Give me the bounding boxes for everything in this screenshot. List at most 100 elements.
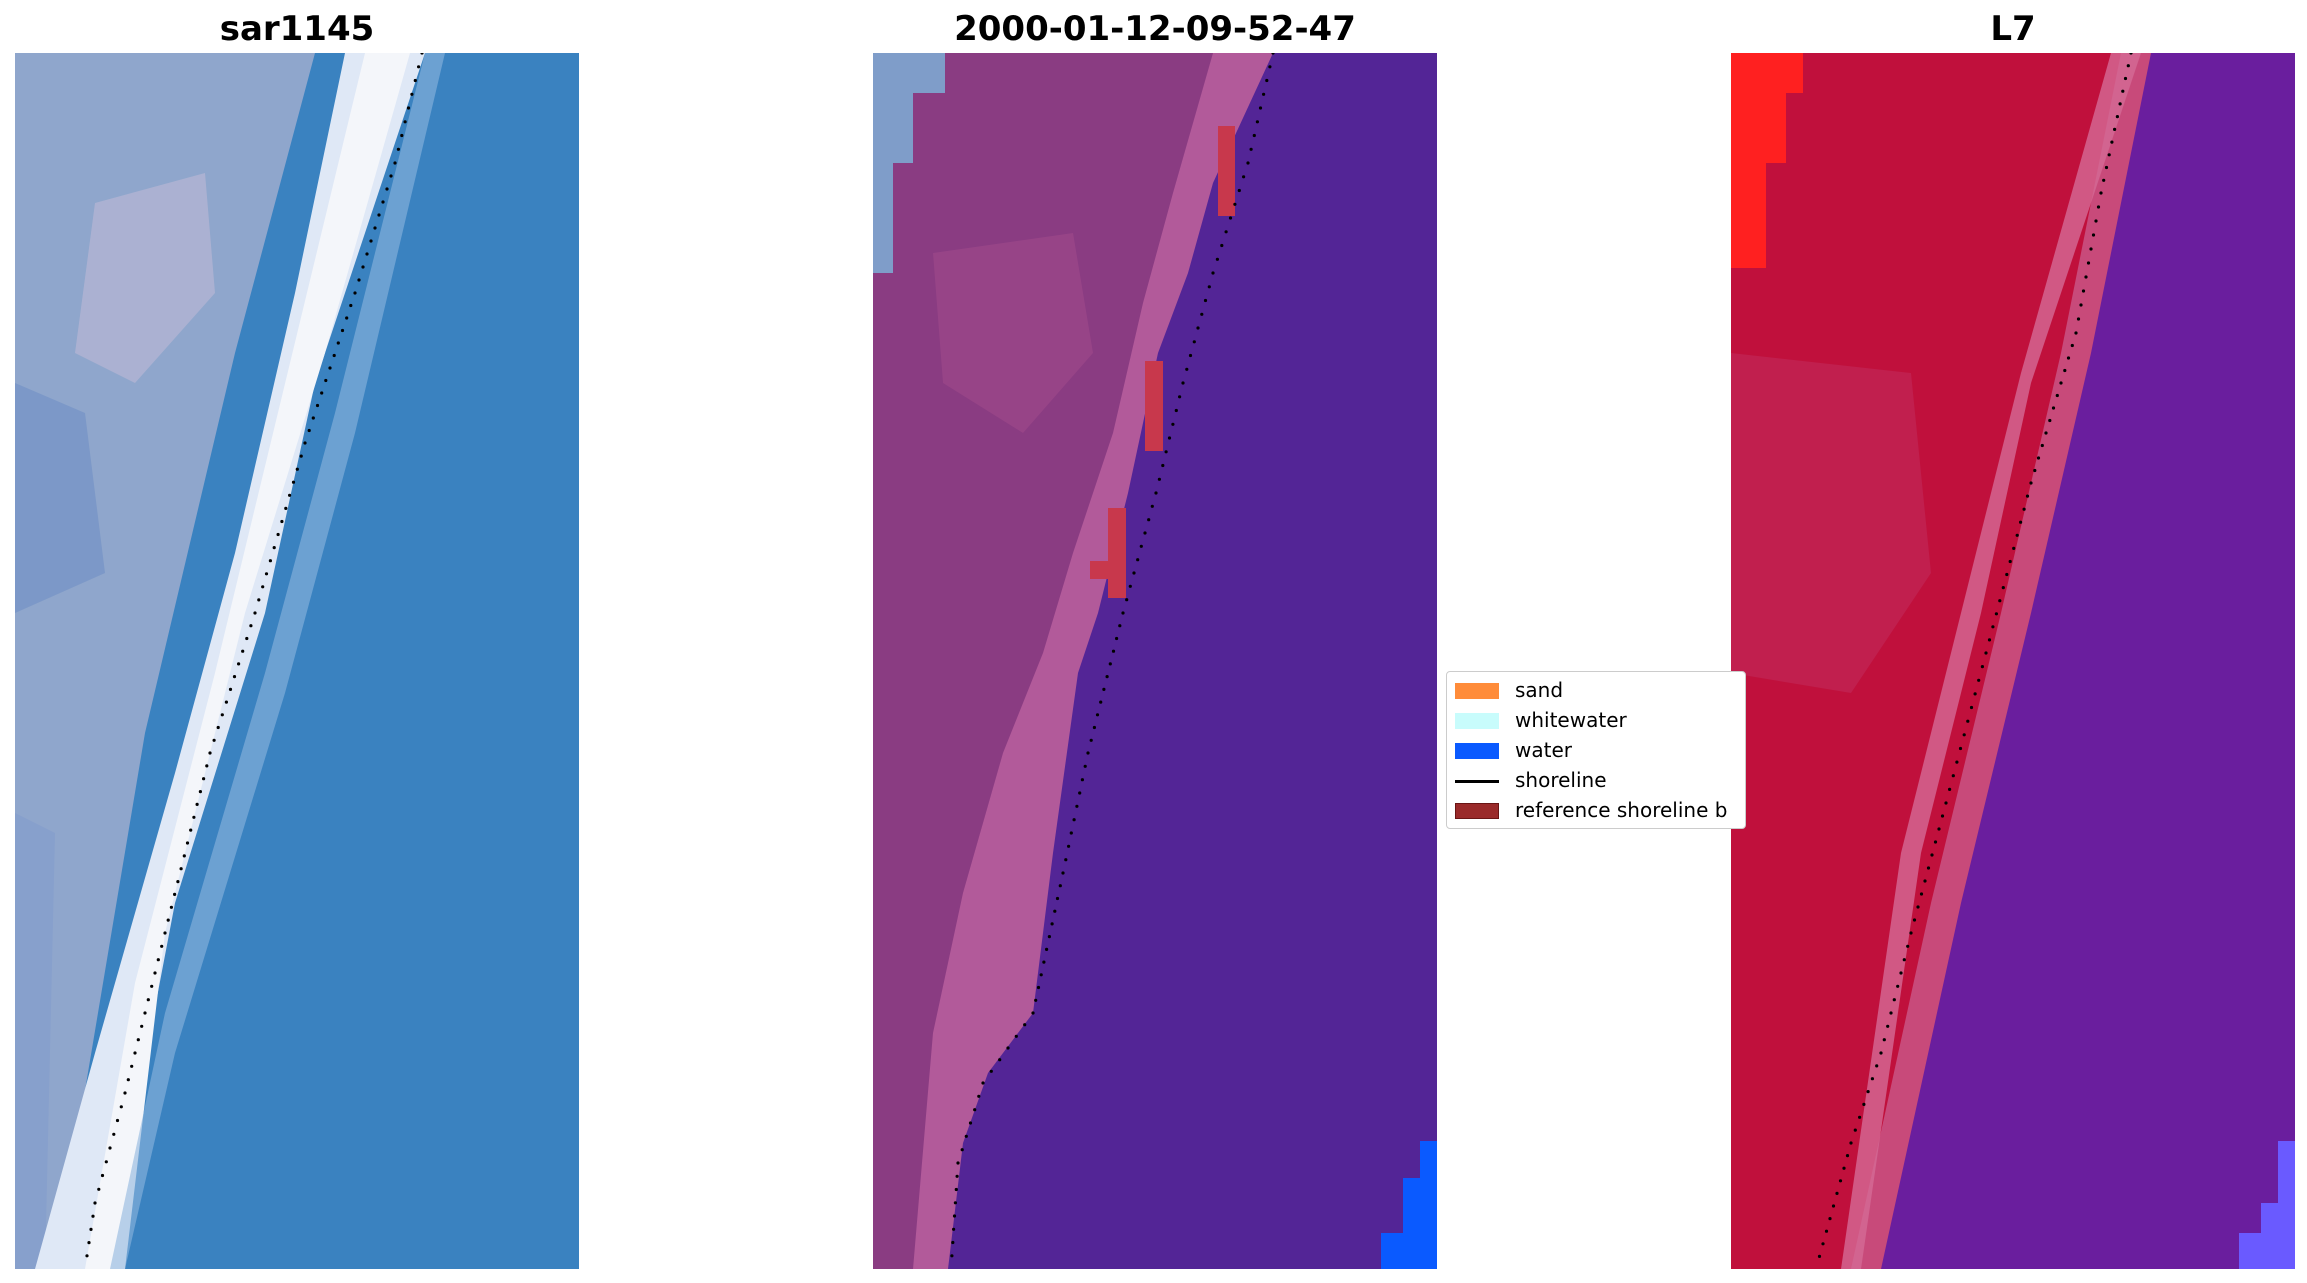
shoreline-dot bbox=[228, 687, 233, 692]
shoreline-dot bbox=[960, 1148, 964, 1152]
shoreline-dot bbox=[340, 328, 345, 333]
panel-classified-image bbox=[873, 53, 1437, 1269]
shoreline-dot bbox=[1835, 1191, 1839, 1195]
shoreline-dot bbox=[224, 700, 228, 704]
shoreline-dot bbox=[1111, 649, 1116, 653]
shoreline-dot bbox=[1164, 450, 1168, 454]
shoreline-dot bbox=[2099, 191, 2103, 195]
shoreline-dot bbox=[1089, 738, 1093, 742]
shoreline-dot bbox=[1211, 271, 1215, 275]
shoreline-dot bbox=[361, 265, 365, 269]
shoreline-dot bbox=[1023, 1023, 1027, 1027]
shoreline-dot bbox=[288, 493, 292, 497]
shoreline-dot bbox=[257, 598, 261, 602]
shoreline-dot bbox=[1842, 1166, 1846, 1170]
shoreline-dot bbox=[123, 1091, 127, 1095]
shoreline-dot bbox=[1181, 381, 1185, 385]
shoreline-dot bbox=[1862, 1102, 1866, 1106]
shoreline-dot bbox=[357, 278, 361, 282]
shoreline-dot bbox=[146, 998, 150, 1002]
shoreline-dot bbox=[1136, 558, 1140, 562]
shoreline-dot bbox=[2059, 381, 2063, 385]
shoreline-dot bbox=[1265, 78, 1269, 83]
shoreline-dot bbox=[977, 1094, 981, 1098]
shoreline-dot bbox=[1933, 840, 1938, 844]
shoreline-dot bbox=[1075, 804, 1079, 808]
shoreline-dot bbox=[1102, 687, 1106, 692]
shoreline-dot bbox=[1845, 1154, 1850, 1158]
shoreline-dot bbox=[381, 200, 385, 204]
shoreline-dot bbox=[115, 1118, 120, 1123]
shoreline-dot bbox=[2104, 165, 2109, 170]
shoreline-dot bbox=[1078, 791, 1082, 795]
shoreline-dot bbox=[385, 187, 389, 191]
shoreline-dot bbox=[216, 725, 220, 730]
shoreline-dot bbox=[1039, 973, 1043, 977]
shoreline-dot bbox=[112, 1132, 116, 1136]
shoreline-dot bbox=[220, 713, 224, 717]
shoreline-dot bbox=[192, 815, 196, 819]
shoreline-dot bbox=[2081, 289, 2086, 293]
shoreline-dot bbox=[1977, 678, 1981, 682]
shoreline-dot bbox=[2118, 102, 2122, 106]
shoreline-dot bbox=[328, 366, 332, 370]
shoreline-dot bbox=[205, 764, 209, 768]
shoreline-dot bbox=[2001, 586, 2005, 590]
shoreline-dot bbox=[208, 751, 212, 755]
shoreline-dot bbox=[981, 1081, 985, 1085]
shoreline-dot bbox=[272, 546, 276, 550]
shoreline-dot bbox=[160, 944, 164, 948]
shoreline-dot bbox=[311, 416, 315, 420]
shoreline-dot bbox=[1128, 584, 1132, 588]
shoreline-dot bbox=[2102, 178, 2106, 182]
shoreline-dot bbox=[1882, 1038, 1886, 1042]
shoreline-dot bbox=[320, 391, 324, 395]
shoreline-dot bbox=[1061, 871, 1065, 875]
legend-item-water: water bbox=[1447, 735, 1745, 763]
shoreline-dot bbox=[2115, 115, 2119, 119]
shoreline-dot bbox=[2084, 275, 2088, 279]
shoreline-dot bbox=[1188, 353, 1193, 358]
shoreline-dot bbox=[1817, 1254, 1822, 1258]
shoreline-dot bbox=[202, 777, 206, 781]
shoreline-dot bbox=[1944, 801, 1948, 805]
shoreline-dot bbox=[2055, 393, 2059, 398]
shoreline-dot bbox=[1143, 531, 1147, 535]
shoreline-dot bbox=[1828, 1217, 1832, 1221]
shoreline-dot bbox=[1220, 243, 1224, 248]
legend-swatch-whitewater bbox=[1455, 713, 1499, 729]
shoreline-dot bbox=[406, 106, 411, 110]
shoreline-dot bbox=[1115, 636, 1119, 641]
panel-title-classified: 2000-01-12-09-52-47 bbox=[954, 9, 1356, 49]
panel-index-image bbox=[1731, 53, 2295, 1269]
shoreline-dot bbox=[156, 958, 160, 962]
shoreline-dot bbox=[1069, 831, 1073, 835]
shoreline-dot bbox=[136, 1038, 140, 1042]
shoreline-dot bbox=[1058, 884, 1062, 888]
shoreline-dot bbox=[1824, 1229, 1829, 1233]
shoreline-dot bbox=[173, 892, 177, 897]
shoreline-dot bbox=[1958, 746, 1963, 751]
shoreline-dot bbox=[245, 636, 249, 641]
shoreline-dot bbox=[417, 65, 421, 69]
classified-shoreline bbox=[950, 53, 1275, 1258]
shoreline-dot bbox=[1080, 778, 1084, 782]
shoreline-dot bbox=[2036, 456, 2041, 460]
shoreline-dot bbox=[373, 226, 377, 230]
shoreline-dot bbox=[2033, 468, 2037, 473]
shoreline-dot bbox=[87, 1241, 91, 1245]
shoreline-dot bbox=[249, 624, 253, 628]
shoreline-dot bbox=[1246, 161, 1250, 165]
shoreline-dot bbox=[1940, 814, 1945, 818]
shoreline-dot bbox=[91, 1214, 95, 1218]
shoreline-dot bbox=[1875, 1064, 1879, 1068]
shoreline-dot bbox=[1031, 1011, 1035, 1015]
shoreline-dot bbox=[1196, 326, 1200, 330]
shoreline-dot bbox=[1870, 1077, 1874, 1081]
index-shoreline bbox=[1817, 53, 2133, 1258]
legend-label-shoreline: shoreline bbox=[1515, 768, 1607, 792]
shoreline-dot bbox=[1042, 960, 1046, 964]
shoreline-dot bbox=[1926, 866, 1931, 870]
shoreline-dot bbox=[1923, 879, 1927, 883]
shoreline-dot bbox=[1095, 713, 1100, 717]
